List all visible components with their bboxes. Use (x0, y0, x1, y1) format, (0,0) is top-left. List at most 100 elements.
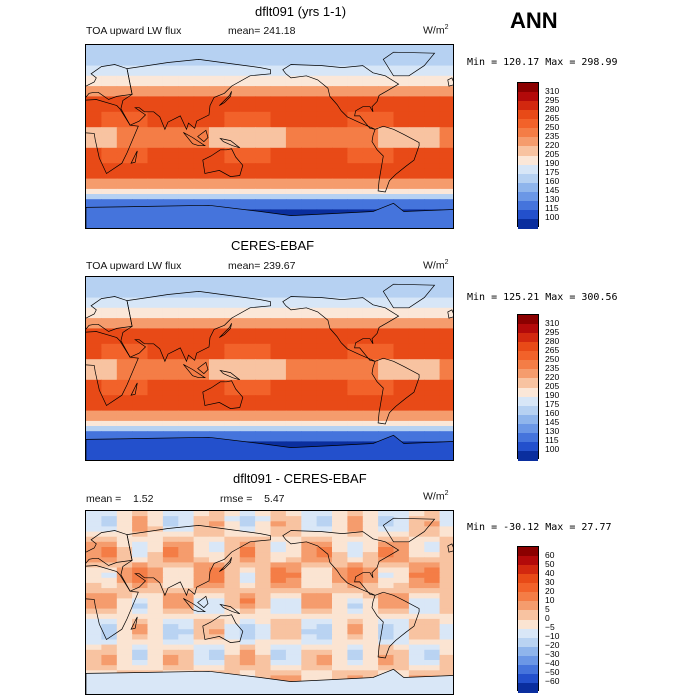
colorbar-cell (518, 547, 538, 557)
field-cell (439, 665, 453, 671)
field-cell (270, 101, 287, 108)
field-cell (285, 307, 302, 314)
field-cell (116, 395, 133, 401)
field-cell (178, 338, 195, 345)
field-cell (162, 354, 179, 360)
field-cell (347, 116, 364, 123)
field-cell (424, 338, 441, 345)
field-cell (101, 183, 118, 190)
field-cell (147, 395, 164, 401)
field-cell (116, 188, 133, 195)
field-cell (147, 313, 164, 319)
field-cell (178, 660, 195, 666)
field-cell (301, 644, 318, 651)
field-cell (162, 132, 179, 139)
field-cell (270, 81, 287, 87)
field-cell (332, 122, 348, 128)
field-cell (378, 415, 395, 422)
field-cell (439, 55, 453, 61)
field-cell (162, 588, 179, 594)
field-cell (132, 81, 149, 87)
field-cell (424, 415, 441, 422)
field-cell (209, 511, 225, 517)
field-cell (316, 420, 333, 427)
colorbar-tick-label: 175 (545, 167, 560, 178)
field-cell (239, 624, 256, 630)
field-cell (378, 536, 395, 543)
field-cell (255, 639, 272, 646)
field-cell (347, 343, 364, 350)
field-cell (162, 188, 179, 195)
field-cell (255, 374, 272, 381)
field-cell (393, 379, 410, 386)
field-cell (393, 557, 410, 563)
field-cell (424, 629, 441, 635)
field-cell (301, 364, 318, 371)
field-cell (301, 277, 318, 283)
field-cell (424, 552, 441, 558)
field-cell (285, 75, 302, 82)
field-cell (209, 132, 225, 139)
field-cell (193, 116, 210, 123)
field-cell (116, 137, 133, 144)
field-cell (408, 101, 425, 108)
field-cell (147, 634, 164, 640)
field-cell (86, 292, 102, 299)
field-cell (301, 106, 318, 113)
field-cell (285, 536, 302, 543)
field-cell (255, 158, 272, 164)
field-cell (332, 369, 348, 376)
field-cell (209, 562, 225, 569)
field-cell (209, 147, 225, 154)
field-cell (316, 282, 333, 288)
field-cell (362, 313, 379, 319)
field-cell (239, 111, 256, 118)
field-cell (239, 431, 256, 437)
field-cell (239, 603, 256, 610)
field-cell (132, 297, 149, 304)
field-cell (393, 598, 410, 605)
field-cell (86, 431, 102, 437)
field-cell (239, 582, 256, 589)
panel1-colorbar (517, 82, 539, 229)
field-cell (424, 374, 441, 381)
field-cell (86, 577, 102, 584)
field-cell (270, 618, 287, 625)
field-cell (116, 292, 133, 299)
field-cell (101, 50, 118, 56)
field-cell (316, 142, 333, 149)
field-cell (332, 364, 348, 371)
field-cell (408, 654, 425, 661)
field-cell (301, 132, 318, 139)
field-cell (332, 441, 348, 448)
field-cell (101, 86, 118, 92)
field-cell (255, 75, 272, 82)
field-cell (86, 603, 102, 610)
colorbar-cell (518, 191, 538, 202)
field-cell (116, 531, 133, 538)
coastline (183, 132, 207, 147)
field-cell (378, 116, 395, 123)
field-cell (86, 624, 102, 630)
field-cell (255, 328, 272, 335)
field-cell (347, 526, 364, 533)
field-cell (378, 369, 395, 376)
field-cell (86, 598, 102, 605)
field-cell (301, 603, 318, 610)
field-cell (209, 163, 225, 169)
field-cell (162, 624, 179, 630)
field-cell (316, 302, 333, 309)
field-cell (332, 318, 348, 324)
colorbar-cell (518, 387, 538, 398)
field-cell (193, 199, 210, 205)
field-cell (439, 60, 453, 67)
field-cell (101, 557, 118, 563)
field-cell (301, 541, 318, 548)
field-cell (270, 354, 287, 360)
field-cell (209, 199, 225, 205)
field-cell (301, 142, 318, 149)
field-cell (347, 511, 364, 517)
field-cell (178, 431, 195, 437)
field-cell (209, 654, 225, 661)
coastline (282, 64, 400, 130)
